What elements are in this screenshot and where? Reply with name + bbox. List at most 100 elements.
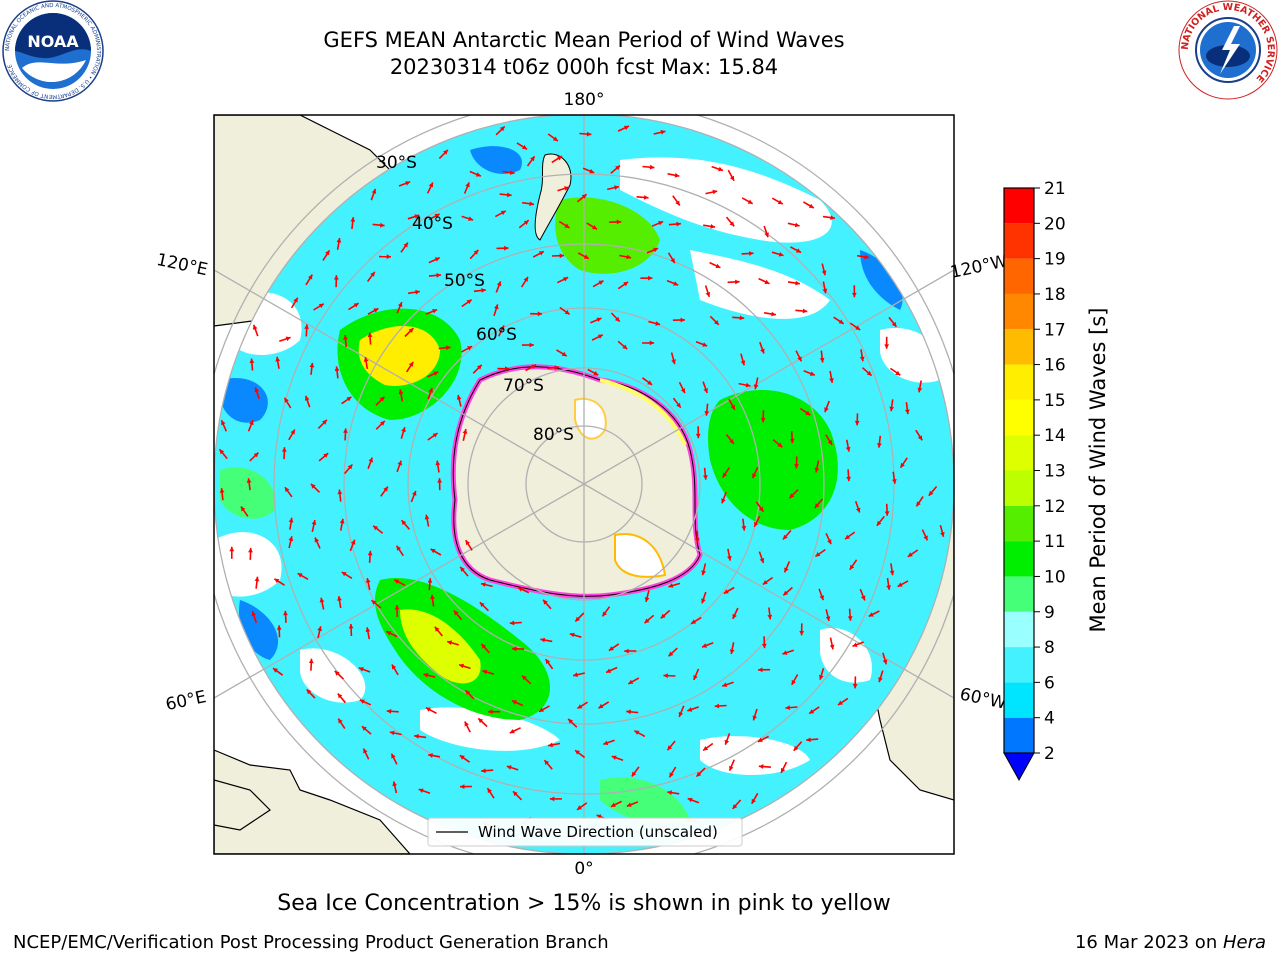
wave-direction-arrowhead [252,324,258,330]
wave-direction-arrowhead [229,546,235,552]
wave-direction-arrowhead [676,402,681,408]
wave-direction-arrowhead [771,311,776,317]
wave-direction-arrowhead [367,550,373,556]
wave-direction-arrowhead [500,210,506,216]
wave-direction-arrowhead [443,149,448,155]
wave-direction-arrowhead [506,765,512,770]
wave-direction-arrowhead [799,631,805,636]
wave-direction-arrowhead [624,125,629,131]
wave-direction-arrowhead [459,755,465,760]
wave-direction-arrowhead [724,739,730,745]
colorbar-band [1004,223,1034,259]
wave-direction-arrowhead [670,258,675,264]
wave-direction-arrowhead [764,232,769,238]
wave-direction-arrowhead [760,348,765,354]
wave-direction-arrowhead [735,279,740,285]
wave-direction-arrowhead [248,547,253,553]
wave-direction-arrowhead [564,309,570,315]
wave-direction-arrowhead [730,404,735,410]
colorbar-band [1004,188,1034,224]
wave-direction-arrowhead [819,357,825,363]
wave-direction-arrowhead [614,316,620,322]
wave-direction-arrowhead [741,526,747,531]
wave-direction-arrowhead [781,767,786,773]
wave-direction-arrowhead [361,726,367,731]
wave-direction-arrowhead [586,131,592,137]
wave-direction-arrowhead [758,667,763,673]
wave-direction-arrowhead [246,478,252,483]
wave-direction-arrowhead [691,619,697,624]
wave-direction-arrowhead [350,539,356,545]
wave-direction-arrowhead [350,217,356,222]
wave-direction-arrowhead [777,442,783,448]
wave-direction-arrowhead [704,411,710,416]
wave-direction-arrowhead [928,490,934,496]
wave-direction-arrowhead [412,490,417,496]
wave-direction-arrowhead [343,428,348,433]
wave-direction-arrowhead [557,156,562,161]
wave-direction-arrowhead [917,387,923,393]
wave-direction-arrowhead [564,223,570,228]
wave-direction-arrowhead [488,709,493,715]
colorbar-band [1004,258,1034,294]
wave-direction-arrowhead [383,486,388,492]
colorbar-tick-label: 8 [1044,638,1055,658]
wave-direction-arrowhead [509,170,515,175]
wave-direction-arrowhead [923,535,928,541]
wave-direction-arrowhead [347,464,353,470]
wave-direction-arrowhead [386,254,391,260]
wave-direction-arrowhead [545,659,551,665]
wave-direction-arrowhead [323,453,329,458]
wave-direction-arrowhead [729,649,735,654]
wave-direction-arrowhead [802,308,808,314]
wave-direction-arrowhead [868,612,874,617]
wave-direction-arrowhead [859,356,865,362]
wave-direction-arrowhead [878,677,883,683]
wave-direction-arrowhead [408,361,414,367]
wave-direction-arrowhead [392,781,397,787]
wave-direction-arrowhead [916,501,921,507]
wave-direction-arrowhead [761,643,767,649]
wave-direction-arrowhead [732,613,737,619]
wave-direction-arrowhead [667,790,672,795]
colorbar-tick-label: 11 [1044,532,1066,552]
wave-direction-arrowhead [249,358,255,364]
wave-direction-arrowhead [380,420,385,426]
wave-direction-arrowhead [747,199,753,204]
wave-direction-arrowhead [732,804,738,809]
wave-direction-arrowhead [333,275,339,280]
wave-direction-arrowhead [569,632,575,638]
wave-direction-arrowhead [249,420,254,426]
run-host: Hera [1222,932,1266,953]
wave-direction-arrowhead [783,534,788,540]
wave-direction-arrowhead [306,689,312,695]
wave-direction-arrowhead [380,222,385,228]
wave-direction-arrowhead [475,172,481,177]
colorbar-band [1004,364,1034,400]
wave-direction-arrowhead [339,518,345,524]
wave-direction-arrowhead [796,248,801,253]
wave-direction-arrowhead [884,344,890,349]
wave-direction-arrowhead [655,321,661,326]
wave-direction-arrowhead [288,536,294,542]
wave-direction-arrowhead [460,566,465,572]
wave-direction-arrowhead [575,750,580,755]
wave-direction-arrowhead [276,625,282,630]
wave-direction-arrowhead [693,675,698,680]
run-date: 16 Mar 2023 on Hera [1075,932,1266,953]
wave-direction-arrowhead [864,254,869,260]
wave-direction-arrowhead [712,189,718,195]
wave-direction-arrowhead [459,663,464,669]
wave-direction-arrowhead [337,489,343,495]
wave-direction-arrowhead [882,659,888,665]
wave-direction-arrowhead [401,427,406,433]
wave-direction-arrowhead [494,304,499,310]
nws-logo: NATIONAL WEATHER SERVICE [1178,0,1278,100]
wave-direction-arrowhead [308,658,314,664]
wave-direction-arrowhead [658,221,664,226]
wave-direction-arrowhead [432,309,438,314]
wave-direction-arrowhead [363,357,369,362]
wave-direction-arrowhead [793,745,799,751]
wave-direction-arrowhead [462,429,468,434]
